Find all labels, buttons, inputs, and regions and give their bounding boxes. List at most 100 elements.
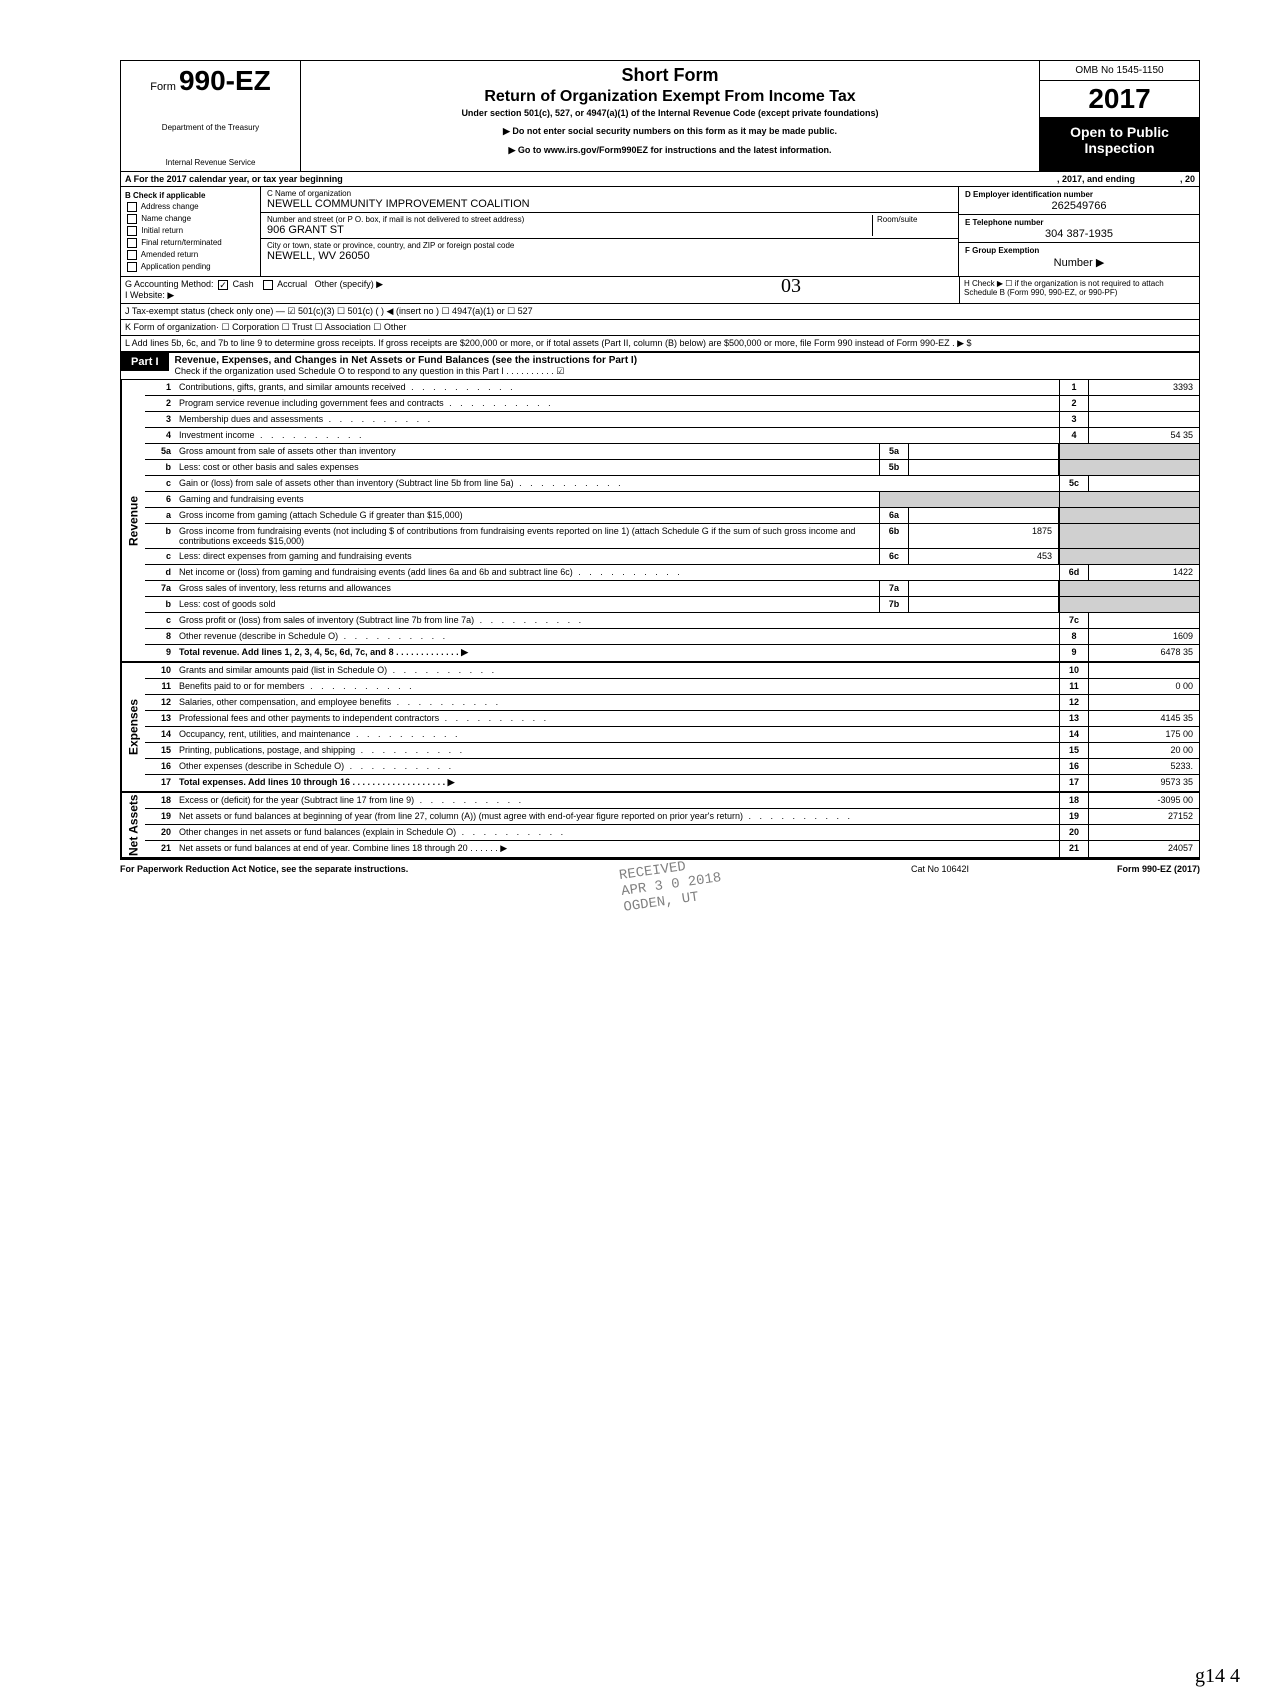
no-ssn-notice: ▶ Do not enter social security numbers o… [309, 126, 1031, 137]
l11-desc: Benefits paid to or for members [175, 679, 1059, 694]
l13-endnum: 13 [1059, 711, 1089, 726]
g-label: G Accounting Method: [125, 279, 214, 289]
l16-num: 16 [145, 759, 175, 774]
l5a-desc: Gross amount from sale of assets other t… [175, 444, 879, 459]
l3-num: 3 [145, 412, 175, 427]
l2-num: 2 [145, 396, 175, 411]
l6-num: 6 [145, 492, 175, 507]
g-accrual: Accrual [277, 279, 307, 289]
l7b-num: b [145, 597, 175, 612]
l19-val: 27152 [1089, 809, 1199, 824]
l16-val: 5233. [1089, 759, 1199, 774]
b-item-4[interactable]: Amended return [125, 250, 256, 260]
g-accrual-checkbox[interactable] [263, 280, 273, 290]
l15-endnum: 15 [1059, 743, 1089, 758]
l8-val: 1609 [1089, 629, 1199, 644]
l6b-desc: Gross income from fundraising events (no… [175, 524, 879, 548]
row-a-mid: , 2017, and ending [1057, 174, 1135, 184]
g-cash-checkbox[interactable]: ✓ [218, 280, 228, 290]
d-value: 262549766 [965, 200, 1193, 212]
l18-desc: Excess or (deficit) for the year (Subtra… [175, 793, 1059, 808]
l21-val: 24057 [1089, 841, 1199, 857]
c-city-value: NEWELL, WV 26050 [267, 250, 370, 262]
l9-endnum: 9 [1059, 645, 1089, 661]
l3-endnum: 3 [1059, 412, 1089, 427]
part1-check: Check if the organization used Schedule … [175, 366, 1193, 377]
l11-num: 11 [145, 679, 175, 694]
l7a-num: 7a [145, 581, 175, 596]
tax-year: 2017 [1040, 81, 1199, 118]
b-item-2[interactable]: Initial return [125, 226, 256, 236]
form-title-box: Short Form Return of Organization Exempt… [301, 61, 1039, 171]
f-label: F Group Exemption [965, 246, 1039, 255]
l5c-num: c [145, 476, 175, 491]
l7c-num: c [145, 613, 175, 628]
open-public-1: Open to Public [1070, 124, 1169, 140]
l12-val [1089, 695, 1199, 710]
l16-endnum: 16 [1059, 759, 1089, 774]
l6a-num: a [145, 508, 175, 523]
l7c-val [1089, 613, 1199, 628]
l15-num: 15 [145, 743, 175, 758]
l4-val: 54 35 [1089, 428, 1199, 443]
l17-desc: Total expenses. Add lines 10 through 16 … [175, 775, 1059, 791]
form-header: Form 990-EZ Department of the Treasury I… [121, 61, 1199, 172]
l8-endnum: 8 [1059, 629, 1089, 644]
l6a-midval [909, 508, 1059, 523]
l6a-mid: 6a [879, 508, 909, 523]
l20-desc: Other changes in net assets or fund bala… [175, 825, 1059, 840]
l14-endnum: 14 [1059, 727, 1089, 742]
row-a-tax-year: A For the 2017 calendar year, or tax yea… [121, 172, 1199, 187]
l6c-midval: 453 [909, 549, 1059, 564]
column-b: B Check if applicable Address change Nam… [121, 187, 261, 276]
l6d-num: d [145, 565, 175, 580]
l5a-midval [909, 444, 1059, 459]
l17-val: 9573 35 [1089, 775, 1199, 791]
form-prefix: Form [150, 81, 176, 93]
e-label: E Telephone number [965, 218, 1044, 227]
l16-desc: Other expenses (describe in Schedule O) [175, 759, 1059, 774]
c-name-value: NEWELL COMMUNITY IMPROVEMENT COALITION [267, 198, 530, 210]
footer-left: For Paperwork Reduction Act Notice, see … [120, 864, 840, 874]
l4-num: 4 [145, 428, 175, 443]
l14-val: 175 00 [1089, 727, 1199, 742]
l19-num: 19 [145, 809, 175, 824]
row-j: J Tax-exempt status (check only one) — ☑… [121, 304, 1199, 320]
l15-val: 20 00 [1089, 743, 1199, 758]
l13-num: 13 [145, 711, 175, 726]
expenses-block: Expenses 10Grants and similar amounts pa… [121, 663, 1199, 793]
l5a-mid: 5a [879, 444, 909, 459]
l7a-desc: Gross sales of inventory, less returns a… [175, 581, 879, 596]
l7c-desc: Gross profit or (loss) from sales of inv… [175, 613, 1059, 628]
g-other: Other (specify) ▶ [315, 279, 383, 289]
open-public-2: Inspection [1084, 140, 1154, 156]
l13-val: 4145 35 [1089, 711, 1199, 726]
revenue-label: Revenue [121, 380, 145, 661]
l6d-val: 1422 [1089, 565, 1199, 580]
b-item-3[interactable]: Final return/terminated [125, 238, 256, 248]
part1-header: Part I Revenue, Expenses, and Changes in… [121, 353, 1199, 380]
l10-val [1089, 663, 1199, 678]
l6-desc: Gaming and fundraising events [175, 492, 879, 507]
form-990ez: Form 990-EZ Department of the Treasury I… [120, 60, 1200, 860]
c-city-label: City or town, state or province, country… [267, 241, 952, 250]
goto-notice: ▶ Go to www.irs.gov/Form990EZ for instru… [309, 145, 1031, 156]
l7a-mid: 7a [879, 581, 909, 596]
l12-desc: Salaries, other compensation, and employ… [175, 695, 1059, 710]
form-number: 990-EZ [179, 65, 271, 96]
l2-desc: Program service revenue including govern… [175, 396, 1059, 411]
b-item-1[interactable]: Name change [125, 214, 256, 224]
l13-desc: Professional fees and other payments to … [175, 711, 1059, 726]
part1-title: Revenue, Expenses, and Changes in Net As… [175, 355, 638, 366]
handwritten-bottom: g14 4 [1195, 1665, 1240, 1688]
l20-val [1089, 825, 1199, 840]
b-item-0[interactable]: Address change [125, 202, 256, 212]
b-item-5[interactable]: Application pending [125, 262, 256, 272]
column-def: D Employer identification number 2625497… [959, 187, 1199, 276]
d-label: D Employer identification number [965, 190, 1093, 199]
l9-desc: Total revenue. Add lines 1, 2, 3, 4, 5c,… [175, 645, 1059, 661]
l5c-val [1089, 476, 1199, 491]
footer-mid: Cat No 10642I [840, 864, 1040, 874]
l18-num: 18 [145, 793, 175, 808]
l12-num: 12 [145, 695, 175, 710]
